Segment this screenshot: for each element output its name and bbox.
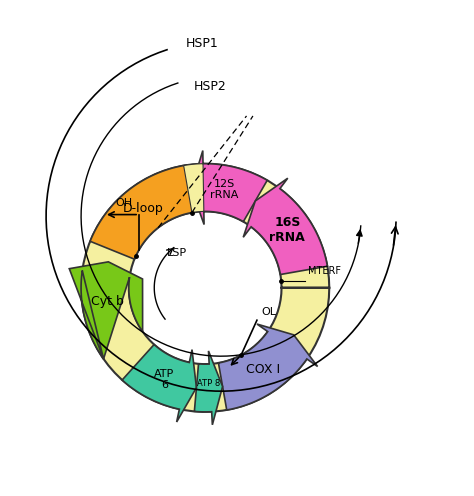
Text: ATP
6: ATP 6 <box>154 369 174 390</box>
Text: HSP2: HSP2 <box>194 80 227 93</box>
Text: 12S
rRNA: 12S rRNA <box>210 179 238 200</box>
Text: ATP 8: ATP 8 <box>197 378 220 388</box>
Text: HSP1: HSP1 <box>186 37 219 50</box>
Polygon shape <box>81 164 329 412</box>
Text: MTERF: MTERF <box>308 266 341 276</box>
Text: D-loop: D-loop <box>123 202 164 215</box>
Polygon shape <box>183 164 204 213</box>
Text: COX I: COX I <box>246 364 280 376</box>
Polygon shape <box>191 151 267 225</box>
Text: OL: OL <box>262 307 277 317</box>
Polygon shape <box>122 345 196 422</box>
Text: LSP: LSP <box>166 248 187 258</box>
Text: Cyt b: Cyt b <box>91 295 124 308</box>
Text: OH: OH <box>116 198 133 208</box>
Polygon shape <box>219 324 318 410</box>
Text: 16S
rRNA: 16S rRNA <box>269 216 305 245</box>
Polygon shape <box>194 351 223 425</box>
Polygon shape <box>90 165 194 259</box>
Polygon shape <box>243 178 328 274</box>
Polygon shape <box>69 262 143 359</box>
